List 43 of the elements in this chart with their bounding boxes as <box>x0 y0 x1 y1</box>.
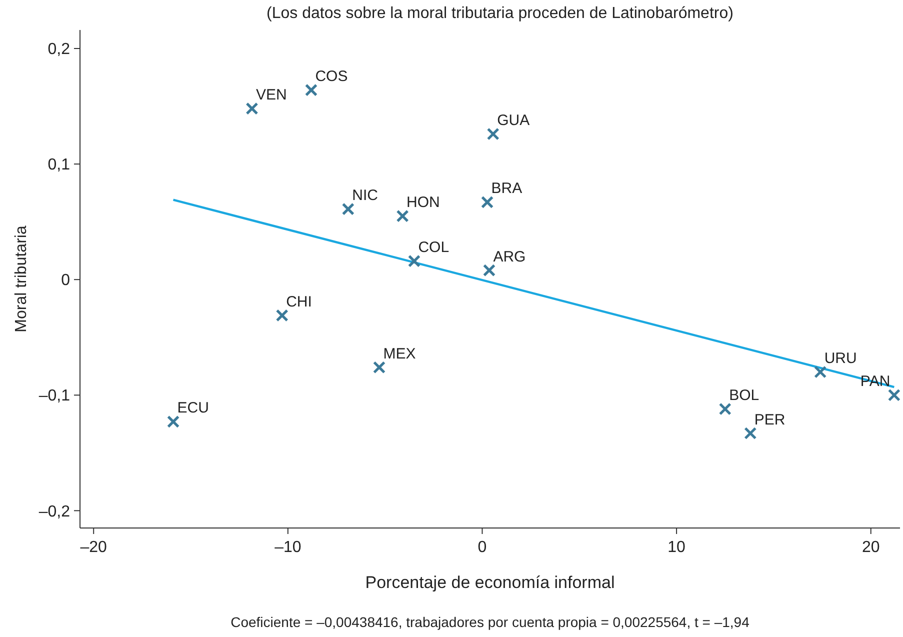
y-tick-label: –0,1 <box>38 388 70 405</box>
annotation: URU <box>824 350 857 368</box>
point <box>888 388 900 402</box>
x-tick-label: 20 <box>862 539 880 556</box>
point <box>396 210 409 222</box>
annotation: COS <box>315 68 348 86</box>
point <box>166 415 180 428</box>
y-tick-label: 0,2 <box>48 41 70 58</box>
annotation: BRA <box>491 180 522 198</box>
annotation: CHI <box>286 293 312 310</box>
y-tick-label: 0 <box>61 272 70 290</box>
point <box>304 84 318 96</box>
x-tick-label: 10 <box>668 539 686 556</box>
annotation: ARG <box>493 248 526 266</box>
x-tick-label: –10 <box>274 539 302 556</box>
y-tick-label: 0,1 <box>48 156 70 174</box>
point <box>372 361 386 374</box>
y-tick-label: –0,2 <box>38 503 70 520</box>
x-tick-label: 0 <box>478 539 487 556</box>
point <box>744 426 757 440</box>
annotation: HON <box>406 194 440 212</box>
annotation: VEN <box>256 86 287 104</box>
point <box>246 102 258 115</box>
annotation: PER <box>754 411 786 428</box>
x-tick-label: –20 <box>80 539 108 556</box>
annotation: BOL <box>729 386 760 404</box>
y-axis-title: Moral tributaria <box>13 226 30 332</box>
chart-title: (Los datos sobre la moral tributaria proceden de Latinobarómetro) <box>266 5 734 22</box>
annotation: COL <box>418 239 450 256</box>
x-axis-title: Porcentaje de economía informal <box>365 573 615 592</box>
annotation: GUA <box>497 112 530 129</box>
point <box>814 366 827 378</box>
point <box>482 264 496 277</box>
point <box>408 254 421 268</box>
text: Coeficiente = –0,00438416, trabajadores por cuenta propia = 0,00225564, t = –1,94 <box>230 614 750 630</box>
point <box>276 309 288 322</box>
point <box>342 202 354 216</box>
annotation: MEX <box>383 345 416 362</box>
point <box>486 128 500 140</box>
point <box>718 402 732 416</box>
point <box>480 196 494 208</box>
annotation: ECU <box>177 400 209 417</box>
annotation: NIC <box>352 187 378 204</box>
